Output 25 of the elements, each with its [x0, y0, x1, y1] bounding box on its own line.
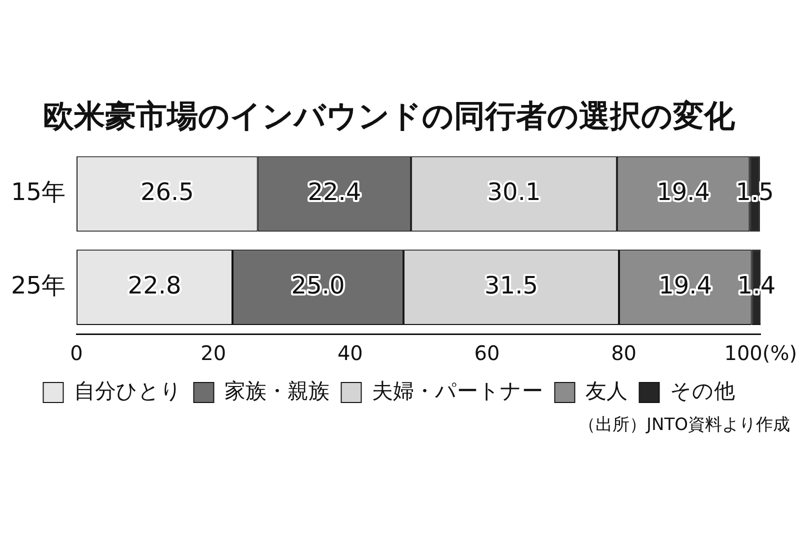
legend-label: その他 [670, 378, 735, 403]
x-tick-label: 0 [70, 341, 83, 366]
y-tick-label: 25年 [10, 272, 66, 300]
data-label: 30.1 [487, 178, 541, 206]
data-label: 19.4 [656, 178, 710, 206]
legend-label: 家族・親族 [224, 378, 330, 403]
data-label: 19.4 [658, 272, 712, 300]
y-tick-label: 15年 [10, 178, 66, 206]
data-label: 26.5 [140, 178, 194, 206]
data-label: 1.4 [737, 272, 776, 300]
x-tick-label: 100(%) [724, 341, 798, 366]
legend-label: 自分ひとり [74, 378, 182, 403]
x-tick-label: 60 [474, 341, 500, 366]
legend-label: 夫婦・パートナー [372, 378, 543, 403]
data-label: 25.0 [291, 272, 345, 300]
x-tick-label: 20 [200, 341, 226, 366]
legend-label: 友人 [585, 378, 628, 403]
text: （出所）JNTO資料より作成 [578, 414, 790, 435]
x-tick-label: 40 [337, 341, 363, 366]
data-label: 31.5 [484, 272, 538, 300]
data-label: 22.4 [308, 178, 362, 206]
data-label: 22.8 [128, 272, 182, 300]
data-label: 1.5 [736, 178, 774, 206]
chart-title: 欧米豪市場のインバウンドの同行者の選択の変化 [43, 98, 736, 135]
x-tick-label: 80 [611, 341, 637, 366]
